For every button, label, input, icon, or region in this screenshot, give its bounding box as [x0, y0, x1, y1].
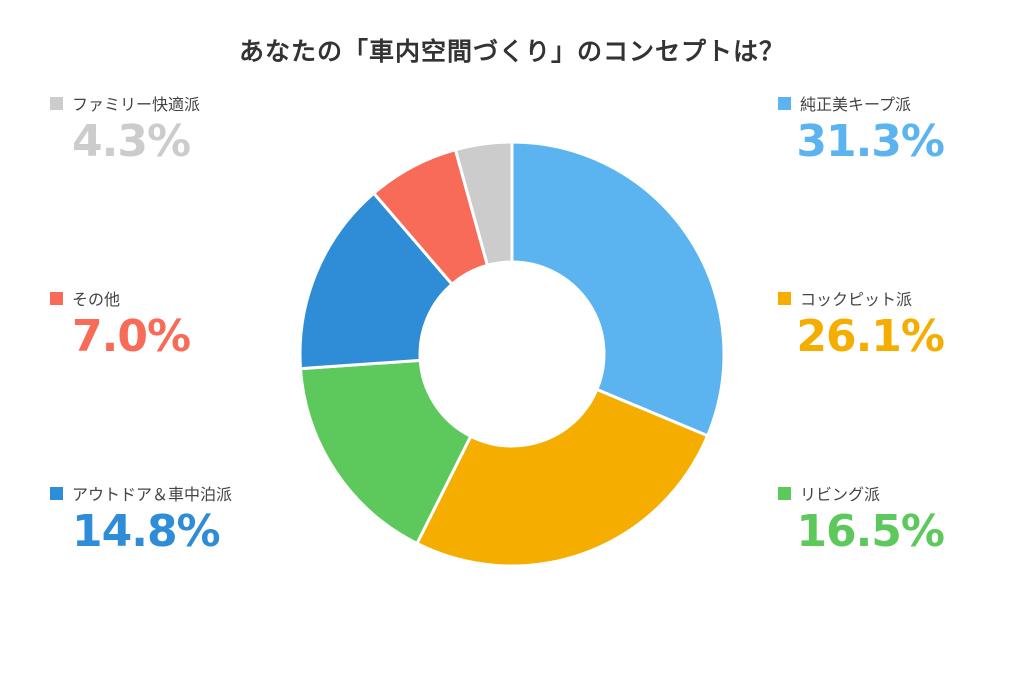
legend-label: その他	[72, 290, 121, 309]
donut-slice	[453, 140, 514, 268]
donut-slice	[298, 191, 455, 371]
data-label: 16.5%	[796, 506, 945, 557]
data-label: 26.1%	[796, 311, 945, 362]
legend-label: リビング派	[800, 485, 881, 504]
data-label: 7.0%	[72, 311, 191, 362]
legend-swatch	[778, 486, 791, 500]
legend-item-family: ファミリー快適派 4.3%	[50, 92, 280, 168]
legend-label: アウトドア＆車中泊派	[72, 485, 233, 504]
legend-label: 純正美キープ派	[800, 95, 912, 114]
legend-item-cockpit: コックピット派 26.1%	[778, 287, 945, 363]
legend-swatch	[778, 96, 791, 110]
data-label: 4.3%	[72, 116, 191, 167]
legend-swatch	[50, 96, 63, 110]
donut-slice	[510, 140, 726, 438]
legend-swatch	[50, 291, 63, 305]
data-label: 14.8%	[72, 506, 221, 557]
legend-item-living: リビング派 16.5%	[778, 482, 945, 558]
donut-slice	[414, 387, 710, 568]
donut-slice	[298, 358, 473, 546]
legend-label: ファミリー快適派	[72, 95, 201, 114]
chart-title: あなたの「車内空間づくり」のコンセプトは？	[238, 37, 785, 66]
legend-swatch	[778, 291, 791, 305]
legend-item-genuine: 純正美キープ派 31.3%	[778, 92, 945, 168]
legend-item-other: その他 7.0%	[50, 287, 280, 363]
legend-item-outdoor: アウトドア＆車中泊派 14.8%	[50, 482, 280, 558]
data-label: 31.3%	[796, 116, 945, 167]
legend-swatch	[50, 486, 63, 500]
legend-label: コックピット派	[800, 290, 913, 309]
